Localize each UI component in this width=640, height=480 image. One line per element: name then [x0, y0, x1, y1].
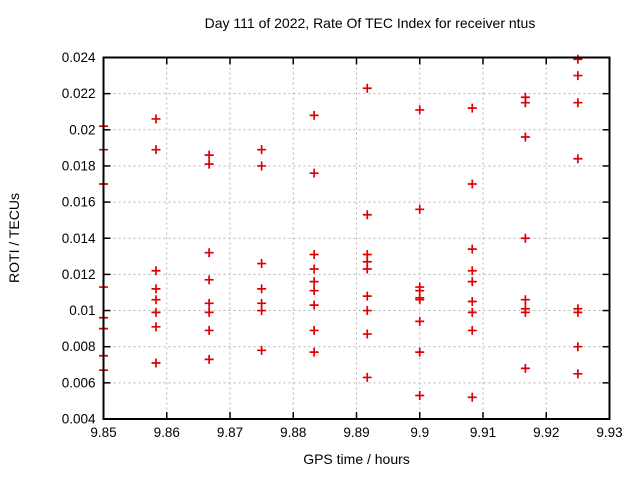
data-point-marker: [467, 266, 477, 276]
data-point-marker: [415, 316, 425, 326]
y-tick-label: 0.016: [62, 195, 96, 210]
data-point-marker: [467, 325, 477, 335]
data-point-marker: [573, 154, 583, 164]
data-point-marker: [467, 307, 477, 317]
data-point-marker: [204, 248, 214, 258]
data-point-marker: [204, 159, 214, 169]
data-point-marker: [204, 307, 214, 317]
data-point-marker: [309, 325, 319, 335]
data-point-marker: [309, 347, 319, 357]
data-point-marker: [151, 358, 161, 368]
data-point-marker: [362, 291, 372, 301]
data-point-marker: [151, 295, 161, 305]
data-point-marker: [415, 204, 425, 214]
data-point-marker: [309, 168, 319, 178]
data-point-marker: [257, 145, 267, 155]
y-tick-label: 0.008: [62, 339, 96, 354]
x-tick-label: 9.87: [217, 425, 243, 440]
data-point-marker: [467, 277, 477, 287]
chart-title: Day 111 of 2022, Rate Of TEC Index for r…: [204, 15, 536, 31]
y-tick-label: 0.01: [69, 303, 95, 318]
x-tick-label: 9.88: [280, 425, 306, 440]
data-point-marker: [362, 264, 372, 274]
y-tick-label: 0.024: [62, 50, 96, 65]
data-point-marker: [151, 322, 161, 332]
data-point-marker: [151, 266, 161, 276]
data-point-marker: [257, 306, 267, 316]
data-point-marker: [520, 132, 530, 142]
data-point-marker: [257, 345, 267, 355]
data-point-marker: [204, 298, 214, 308]
data-point-marker: [573, 307, 583, 317]
data-point-marker: [362, 306, 372, 316]
y-tick-label: 0.02: [69, 122, 95, 137]
data-point-marker: [362, 329, 372, 339]
data-point-marker: [467, 103, 477, 113]
data-point-marker: [573, 54, 583, 64]
x-tick-label: 9.93: [596, 425, 622, 440]
data-point-marker: [520, 233, 530, 243]
y-tick-label: 0.012: [62, 267, 96, 282]
data-point-marker: [309, 286, 319, 296]
data-point-marker: [309, 264, 319, 274]
data-point-marker: [573, 71, 583, 81]
tick-marks: [102, 56, 611, 420]
data-point-marker: [573, 342, 583, 352]
data-point-marker: [204, 354, 214, 364]
data-point-marker: [204, 325, 214, 335]
x-tick-label: 9.86: [154, 425, 180, 440]
data-point-marker: [151, 114, 161, 124]
data-point-marker: [467, 297, 477, 307]
data-point-marker: [415, 295, 425, 305]
y-tick-label: 0.018: [62, 158, 96, 173]
y-tick-label: 0.014: [62, 231, 96, 246]
data-point-marker: [257, 284, 267, 294]
x-tick-label: 9.91: [470, 425, 496, 440]
data-point-marker: [204, 150, 214, 160]
data-point-marker: [151, 307, 161, 317]
data-point-marker: [151, 284, 161, 294]
y-tick-label: 0.006: [62, 375, 96, 390]
data-points: [99, 54, 583, 402]
data-point-marker: [520, 307, 530, 317]
y-tick-label: 0.004: [62, 412, 96, 427]
x-tick-label: 9.85: [90, 425, 116, 440]
data-point-marker: [467, 392, 477, 402]
data-point-marker: [415, 391, 425, 401]
data-point-marker: [204, 275, 214, 285]
data-point-marker: [573, 98, 583, 108]
data-point-marker: [520, 98, 530, 108]
data-point-marker: [467, 179, 477, 189]
data-point-marker: [309, 110, 319, 120]
data-point-marker: [520, 295, 530, 305]
x-tick-label: 9.89: [343, 425, 369, 440]
x-tick-label: 9.92: [533, 425, 559, 440]
data-point-marker: [257, 259, 267, 269]
y-tick-label: 0.022: [62, 86, 96, 101]
data-point-marker: [415, 105, 425, 115]
data-point-marker: [309, 250, 319, 260]
data-point-marker: [362, 210, 372, 220]
data-point-marker: [520, 363, 530, 373]
x-axis-title: GPS time / hours: [303, 451, 410, 467]
data-point-marker: [151, 145, 161, 155]
grid-lines: [103, 57, 610, 419]
tick-labels: 9.85 9.86 9.87 9.88 9.89 9.9 9.91 9.92 9.93 0.004…: [62, 50, 623, 440]
x-tick-label: 9.9: [410, 425, 429, 440]
data-point-marker: [362, 83, 372, 93]
data-point-marker: [309, 277, 319, 287]
data-point-marker: [257, 161, 267, 171]
data-point-marker: [415, 347, 425, 357]
data-point-marker: [362, 372, 372, 382]
data-point-marker: [309, 300, 319, 310]
data-point-marker: [467, 244, 477, 254]
data-point-marker: [573, 369, 583, 379]
